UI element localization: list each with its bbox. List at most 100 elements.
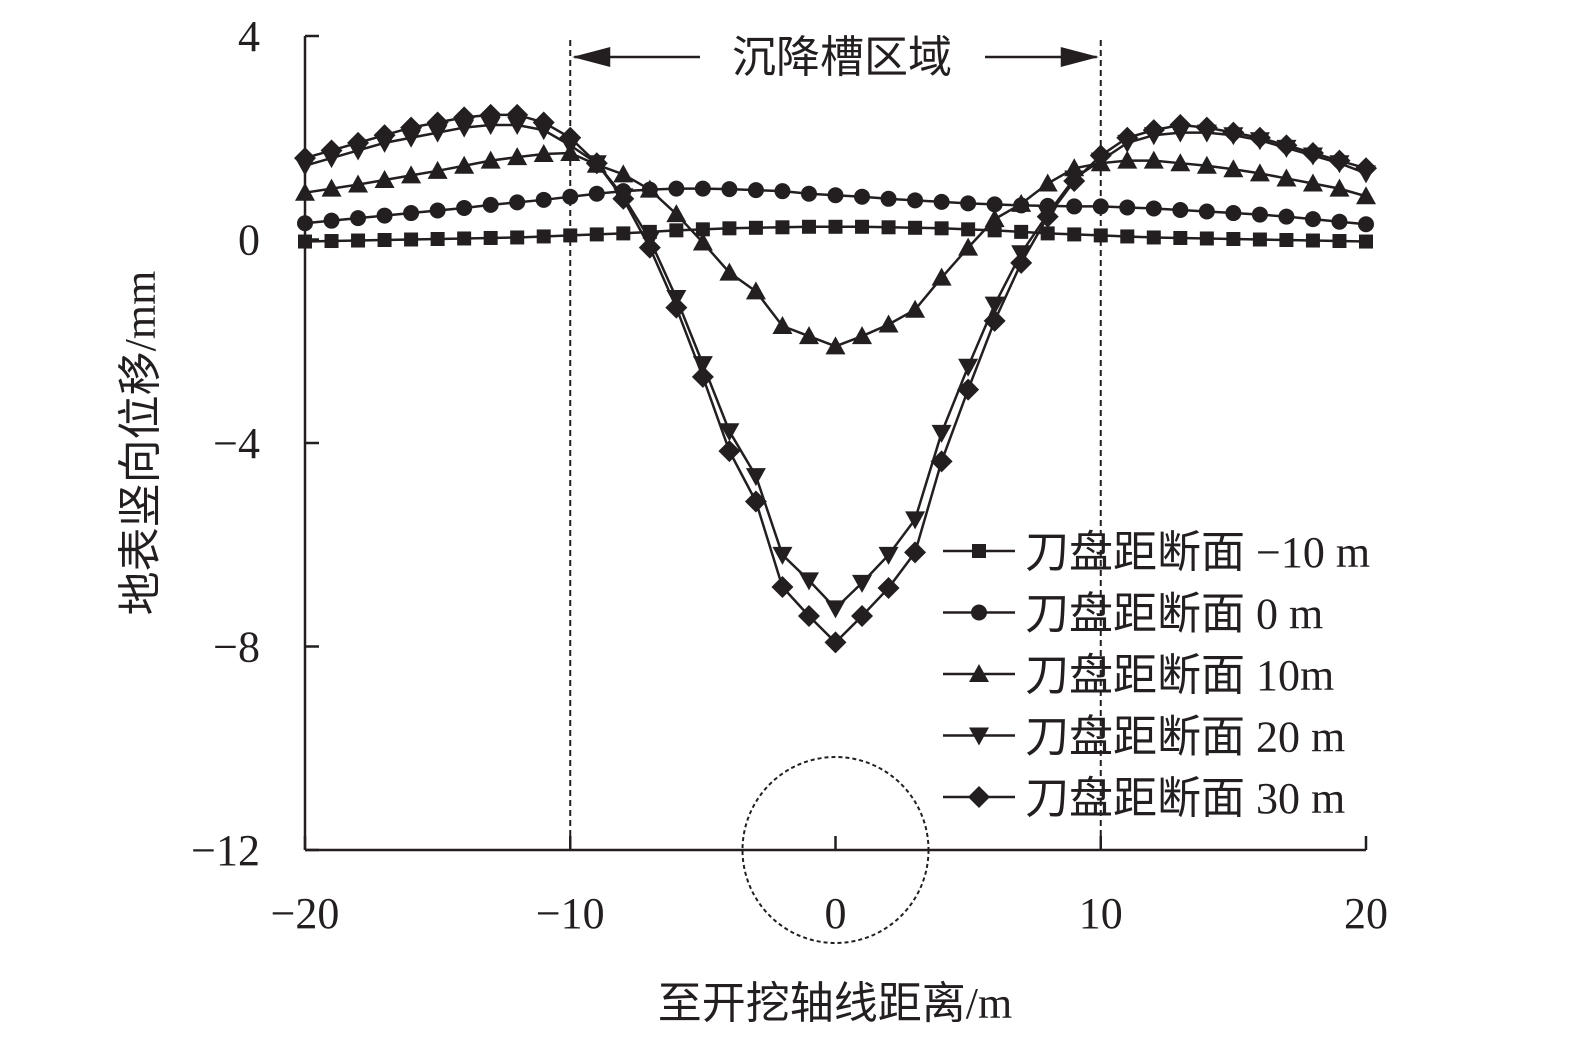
data-point xyxy=(961,222,976,237)
data-point xyxy=(323,212,340,229)
data-point xyxy=(877,576,900,599)
data-point xyxy=(1173,230,1188,245)
legend-marker-triangle-up-icon xyxy=(969,664,989,682)
x-tick-label: 10 xyxy=(1079,889,1123,938)
data-point xyxy=(931,267,952,286)
data-point xyxy=(984,296,1005,315)
data-point xyxy=(958,358,979,377)
data-point xyxy=(881,220,896,235)
data-point xyxy=(1037,173,1058,192)
data-point xyxy=(295,182,315,201)
data-point xyxy=(638,236,661,259)
data-point xyxy=(1332,234,1347,249)
data-point xyxy=(665,296,688,319)
data-point xyxy=(771,575,794,598)
data-point xyxy=(1143,150,1164,169)
data-point xyxy=(905,511,926,530)
data-point xyxy=(1170,153,1191,172)
data-point xyxy=(427,160,448,179)
data-point xyxy=(694,180,711,197)
series-line xyxy=(304,151,1367,348)
data-point xyxy=(535,191,552,208)
data-point xyxy=(1142,119,1165,142)
data-point xyxy=(532,111,555,134)
data-point xyxy=(1302,173,1323,192)
data-point xyxy=(454,155,475,174)
legend-marker-triangle-down-icon xyxy=(969,727,989,746)
data-point xyxy=(483,230,498,245)
legend-marker-diamond-icon xyxy=(968,786,990,808)
data-point xyxy=(1120,229,1135,244)
data-point xyxy=(588,185,605,202)
data-point xyxy=(960,195,977,212)
data-point xyxy=(639,179,660,198)
data-point xyxy=(1329,178,1350,197)
data-point xyxy=(1011,193,1032,212)
data-point xyxy=(1117,150,1138,169)
data-point xyxy=(479,103,502,126)
data-point xyxy=(429,202,446,219)
data-point xyxy=(801,219,816,234)
data-point xyxy=(851,604,874,627)
data-point xyxy=(351,233,366,248)
data-point xyxy=(719,423,740,442)
data-point xyxy=(612,187,635,210)
arrow-head-right-icon xyxy=(1060,47,1099,67)
data-point xyxy=(745,281,766,300)
data-point xyxy=(880,190,897,207)
data-point xyxy=(401,129,422,148)
data-point xyxy=(1010,251,1033,274)
annotation-label: 沉降槽区域 xyxy=(732,33,952,82)
data-point xyxy=(934,221,949,236)
data-point xyxy=(748,220,763,235)
legend-label: 刀盘距断面 20 m xyxy=(1025,713,1345,762)
data-point xyxy=(852,326,873,345)
data-point xyxy=(854,188,871,205)
data-point xyxy=(772,546,793,565)
data-point xyxy=(931,424,952,443)
data-point xyxy=(983,309,1006,332)
data-point xyxy=(824,631,847,654)
legend-marker-circle-icon xyxy=(971,604,987,621)
data-point xyxy=(774,183,791,200)
series-2 xyxy=(295,143,1376,355)
data-point xyxy=(376,207,393,224)
data-point xyxy=(1066,198,1083,215)
data-point xyxy=(613,164,634,183)
data-point xyxy=(563,228,578,243)
data-point xyxy=(907,192,924,209)
data-point xyxy=(1089,144,1112,167)
data-point xyxy=(852,574,873,593)
data-point xyxy=(373,124,396,147)
data-point xyxy=(1301,142,1324,165)
data-point xyxy=(747,182,764,199)
series-4 xyxy=(294,103,1377,654)
data-point xyxy=(430,231,445,246)
data-point xyxy=(1359,234,1373,249)
x-tick-label: 20 xyxy=(1344,889,1388,938)
data-point xyxy=(1195,116,1218,139)
data-point xyxy=(1248,126,1271,149)
data-point xyxy=(772,315,793,334)
data-point xyxy=(1169,114,1192,137)
data-point xyxy=(1172,201,1189,218)
data-point xyxy=(482,196,499,213)
data-point xyxy=(1276,168,1297,187)
data-point xyxy=(297,215,313,232)
data-point xyxy=(1356,186,1376,205)
data-point xyxy=(1222,121,1245,144)
series-1 xyxy=(297,180,1374,233)
data-point xyxy=(1040,226,1055,241)
data-point xyxy=(400,116,423,139)
data-point xyxy=(986,196,1003,213)
data-point xyxy=(958,237,979,256)
data-point xyxy=(800,185,817,202)
data-point xyxy=(666,204,687,223)
data-point xyxy=(855,219,870,234)
data-point xyxy=(1355,157,1377,180)
data-point xyxy=(1251,206,1268,223)
data-point xyxy=(401,165,422,184)
legend: 刀盘距断面 −10 m 刀盘距断面 0 m 刀盘距断面 10m 刀盘距断面 20 m 刀… xyxy=(943,528,1370,823)
data-point xyxy=(828,219,843,234)
data-point xyxy=(321,178,342,197)
